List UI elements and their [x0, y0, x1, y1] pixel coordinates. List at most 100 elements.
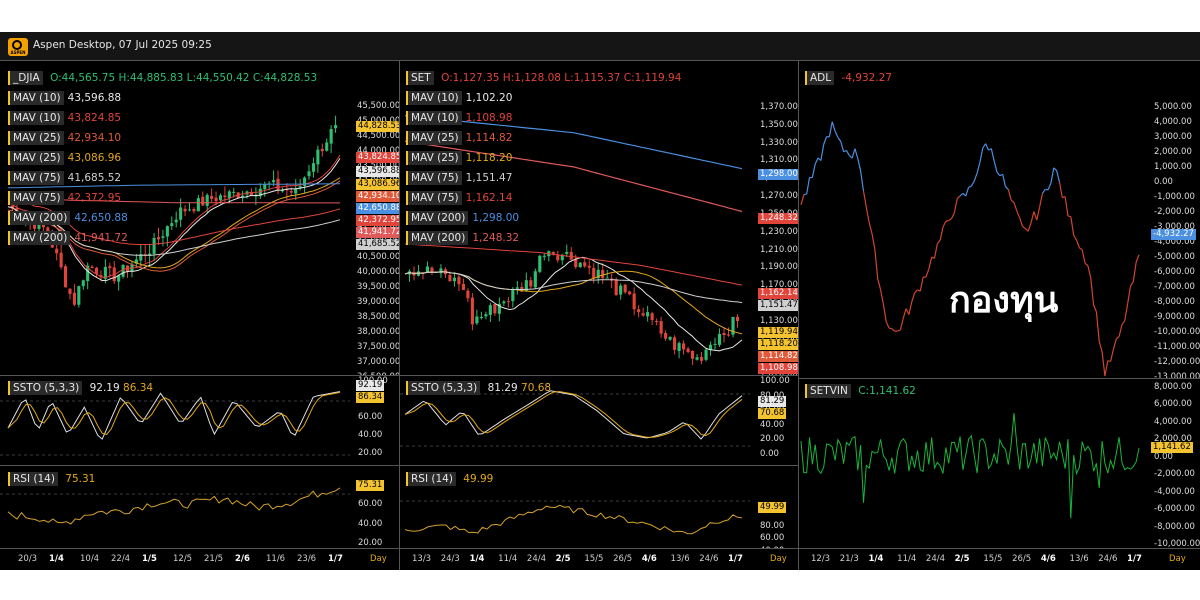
mav-value: 1,102.20 — [465, 92, 513, 104]
y-axis-tick-label: 37,500.00 — [357, 341, 399, 352]
set-ssto-label[interactable]: SSTO (5,3,3) — [406, 381, 481, 395]
mav-label[interactable]: MAV (75) — [8, 191, 64, 205]
mav-row[interactable]: MAV (10) 43,824.85 — [8, 111, 121, 125]
adl-line-segment — [908, 301, 913, 315]
mav-row[interactable]: MAV (75) 1,151.47 — [406, 171, 512, 185]
djia-symbol[interactable]: _DJIA — [8, 71, 43, 85]
adl-line-segment — [1019, 217, 1024, 227]
mav-label[interactable]: MAV (10) — [406, 91, 462, 105]
mav-label[interactable]: MAV (25) — [406, 131, 462, 145]
adl-line-segment — [865, 207, 870, 223]
djia-rsi-label[interactable]: RSI (14) — [8, 472, 58, 486]
mav-label[interactable]: MAV (10) — [8, 91, 64, 105]
mav-row[interactable]: MAV (25) 43,086.96 — [8, 151, 121, 165]
candle-body — [59, 252, 63, 268]
mav-row[interactable]: MAV (25) 42,934.10 — [8, 131, 121, 145]
adl-pane[interactable]: ADL -4,932.27 5,000.00 4,000.00 3,000.00 2,… — [799, 61, 1200, 378]
adl-label[interactable]: ADL — [805, 71, 835, 85]
right-time-axis: 12/3 21/3 1/4 11/4 24/4 2/5 15/5 26/5 4/6 13/6 24/… — [799, 549, 1200, 570]
mav-label[interactable]: MAV (200) — [8, 211, 71, 225]
adl-line-segment — [985, 143, 990, 151]
setvin-badge: 1,141.62 — [1151, 442, 1193, 453]
adl-line-segment — [843, 149, 847, 153]
mav-row[interactable]: MAV (10) 1,108.98 — [406, 111, 512, 125]
candle-body — [457, 276, 461, 285]
mav-label[interactable]: MAV (25) — [8, 151, 64, 165]
candle-body — [515, 287, 519, 289]
y-axis-tick-label: 40,000.00 — [357, 266, 399, 277]
mav-label[interactable]: MAV (25) — [8, 131, 64, 145]
djia-ssto-label[interactable]: SSTO (5,3,3) — [8, 381, 83, 395]
mav-row[interactable]: MAV (75) 42,372.95 — [8, 191, 121, 205]
mav-row[interactable]: MAV (200) 42,650.88 — [8, 211, 128, 225]
adl-line-segment — [1056, 170, 1061, 183]
x-axis-tick-label: 24/4 — [925, 554, 945, 564]
mav-label[interactable]: MAV (75) — [8, 171, 64, 185]
set-ssto-pane[interactable]: SSTO (5,3,3) 81.29 70.68 100.0080.0060.0… — [400, 376, 798, 465]
y-axis-tick-label: 1,170.00 — [760, 280, 798, 291]
adl-line-segment — [891, 328, 896, 332]
y-axis-tick-label: 20.00 — [358, 448, 383, 458]
set-rsi-label[interactable]: RSI (14) — [406, 472, 456, 486]
price-badge: 1,108.98 — [758, 363, 798, 374]
adl-line-segment — [1033, 211, 1038, 221]
candle-body — [484, 314, 488, 317]
mav-row[interactable]: MAV (10) 1,102.20 — [406, 91, 512, 105]
right-day-label[interactable]: Day — [1169, 554, 1186, 564]
adl-line-segment — [1079, 247, 1083, 251]
set-rsi-badge: 49.99 — [758, 502, 787, 513]
y-axis-tick-label: 80.00 — [760, 521, 785, 531]
set-price-pane[interactable]: SET O:1,127.35 H:1,128.08 L:1,115.37 C:1… — [400, 61, 798, 375]
mav-row[interactable]: MAV (25) 1,114.82 — [406, 131, 512, 145]
mav-label[interactable]: MAV (25) — [406, 151, 462, 165]
day-label[interactable]: Day — [370, 554, 387, 564]
mav-row[interactable]: MAV (75) 41,685.52 — [8, 171, 121, 185]
ssto-k-line — [7, 391, 341, 440]
mav-row[interactable]: MAV (200) 1,248.32 — [406, 231, 519, 245]
mav-label[interactable]: MAV (10) — [406, 111, 462, 125]
price-badge: 1,248.32 — [758, 213, 798, 224]
mav-label[interactable]: MAV (10) — [8, 111, 64, 125]
adl-line-segment — [874, 249, 879, 279]
adl-line-segment — [1030, 211, 1035, 223]
adl-line-segment — [919, 276, 924, 292]
candle-body — [334, 125, 338, 129]
djia-ssto-pane[interactable]: SSTO (5,3,3) 92.19 86.34 100.0080.0060.0… — [0, 376, 399, 465]
setvin-label[interactable]: SETVIN — [805, 384, 851, 398]
mav-label[interactable]: MAV (200) — [406, 211, 469, 225]
adl-line-segment — [862, 190, 867, 208]
x-axis-tick-label: 26/5 — [1012, 554, 1032, 564]
set-time-axis: 13/3 24/3 1/4 11/4 24/4 2/5 15/5 26/5 4/6 13/6 24/… — [400, 549, 798, 570]
mav-row[interactable]: MAV (10) 43,596.88 — [8, 91, 121, 105]
set-day-label[interactable]: Day — [770, 554, 787, 564]
candle-body — [587, 265, 591, 268]
mav-row[interactable]: MAV (75) 1,162.14 — [406, 191, 512, 205]
candle-body — [430, 267, 434, 273]
mav-label[interactable]: MAV (200) — [8, 231, 71, 245]
y-axis-tick-label: 6,000.00 — [1154, 399, 1192, 410]
mav-row[interactable]: MAV (200) 1,298.00 — [406, 211, 519, 225]
setvin-pane[interactable]: SETVIN C:1,141.62 8,000.00 6,000.00 4,000.… — [799, 379, 1200, 548]
candle-body — [735, 316, 740, 322]
mav-label[interactable]: MAV (75) — [406, 171, 462, 185]
adl-line-segment — [1124, 303, 1129, 321]
price-badge: 1,151.47 — [758, 300, 798, 311]
candle-body — [272, 180, 276, 183]
x-axis-tick-label: 13/3 — [412, 554, 432, 564]
mav-label[interactable]: MAV (200) — [406, 231, 469, 245]
candle-body — [294, 188, 298, 194]
mav-row[interactable]: MAV (25) 1,118.20 — [406, 151, 512, 165]
candle-body — [46, 227, 50, 234]
candle-body — [529, 280, 533, 287]
adl-line-segment — [1005, 186, 1009, 190]
djia-price-pane[interactable]: _DJIA O:44,565.75 H:44,885.83 L:44,550.4… — [0, 61, 399, 375]
mav-row[interactable]: MAV (200) 41,941.72 — [8, 231, 128, 245]
adl-line-segment — [811, 163, 816, 178]
adl-line-segment — [996, 171, 1001, 177]
price-badge: 1,118.20 — [758, 339, 798, 350]
set-symbol[interactable]: SET — [406, 71, 434, 85]
price-badge: 42,372.95 — [356, 215, 399, 226]
mav-label[interactable]: MAV (75) — [406, 191, 462, 205]
